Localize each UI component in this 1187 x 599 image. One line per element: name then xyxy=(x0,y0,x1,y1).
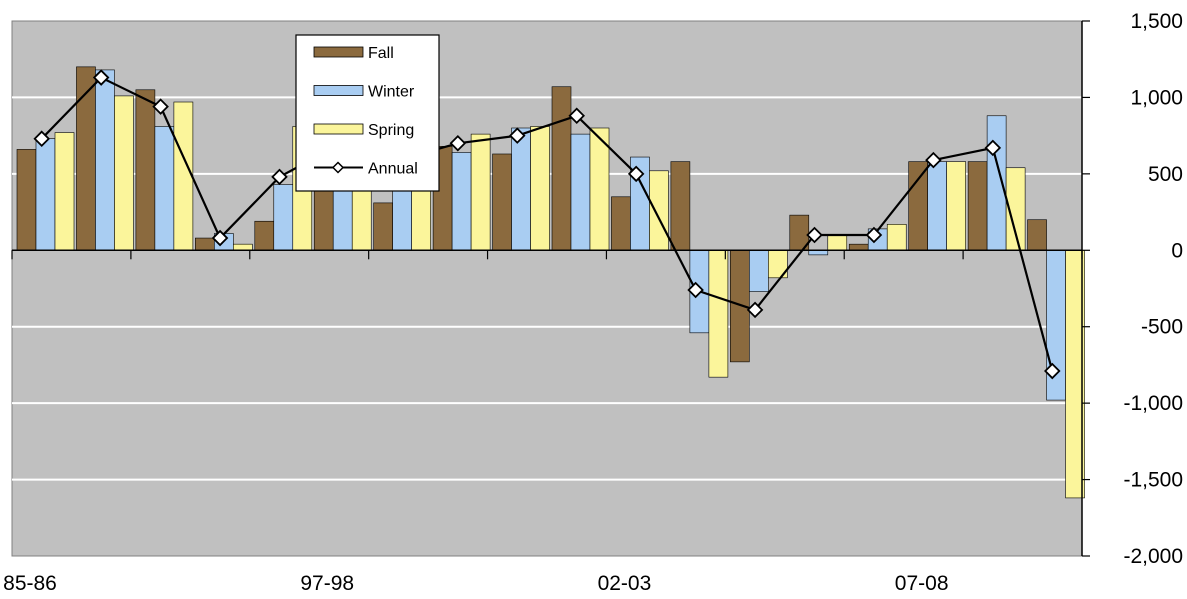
annual-line-path xyxy=(40,76,1054,372)
annual-point xyxy=(449,135,467,152)
bar-winter xyxy=(927,161,947,251)
bar-fall xyxy=(967,161,988,251)
y-tick-label: -2,000 xyxy=(1123,545,1183,568)
bar-fall xyxy=(135,89,156,251)
bar-spring xyxy=(470,133,491,251)
y-axis: -2,000 -1,500 -1,000 -500 0 500 1,000 1,500 xyxy=(1081,10,1183,568)
annual-point xyxy=(806,226,823,244)
y-tick-label: -1,500 xyxy=(1123,469,1183,492)
x-tick-label: 97-98 xyxy=(300,572,354,595)
legend-label-fall: Fall xyxy=(368,45,394,62)
x-tick-label: 85-86 xyxy=(3,572,57,595)
annual-point xyxy=(568,107,585,125)
bar-fall xyxy=(16,149,37,251)
bar-winter xyxy=(570,133,591,251)
annual-point xyxy=(92,69,110,86)
bar-winter xyxy=(451,152,472,251)
bar-winter xyxy=(511,127,531,251)
bar-spring xyxy=(233,243,253,251)
annual-point xyxy=(271,168,288,186)
bar-spring xyxy=(173,101,194,251)
bar-spring xyxy=(827,234,848,251)
annual-point xyxy=(509,127,526,144)
y-tick-label: 1,500 xyxy=(1130,10,1183,33)
annual-point xyxy=(152,98,169,115)
bar-fall xyxy=(195,237,215,251)
bar-winter xyxy=(749,249,769,292)
y-tick-label: 0 xyxy=(1171,239,1183,262)
annual-point xyxy=(687,281,704,299)
x-axis-tick-labels: 85-86 97-98 02-03 07-08 xyxy=(3,572,948,595)
annual-point xyxy=(925,151,942,169)
bar-fall xyxy=(611,196,631,251)
x-axis xyxy=(11,249,1083,260)
bar-spring xyxy=(708,249,729,378)
bar-fall xyxy=(254,220,275,251)
bar-fall xyxy=(551,86,572,251)
bar-spring xyxy=(886,224,907,251)
legend-swatch-spring xyxy=(313,123,364,135)
bar-fall xyxy=(908,161,928,251)
bar-winter xyxy=(95,69,115,251)
bar-fall xyxy=(848,243,869,251)
bar-spring xyxy=(649,170,669,251)
plot-area xyxy=(11,20,1083,557)
annual-point xyxy=(211,229,229,247)
annual-point xyxy=(627,165,645,183)
annual-line-series xyxy=(33,69,1061,380)
bar-fall xyxy=(670,161,691,251)
bar-spring xyxy=(530,126,550,251)
y-tick-label: 1,000 xyxy=(1130,86,1183,109)
legend-box xyxy=(295,34,440,192)
bar-winter xyxy=(273,184,294,251)
x-tick-label: 07-08 xyxy=(895,572,949,595)
y-tick-label: 500 xyxy=(1148,163,1183,186)
bar-spring xyxy=(589,127,610,251)
x-tick-label: 02-03 xyxy=(598,572,652,595)
legend-swatch-winter xyxy=(313,85,364,96)
legend-swatch-fall xyxy=(313,46,364,58)
annual-point xyxy=(33,130,50,147)
annual-point xyxy=(746,301,764,319)
annual-point xyxy=(984,139,1002,157)
y-tick-label: -500 xyxy=(1141,316,1183,339)
bar-winter xyxy=(1046,249,1066,401)
legend-label-spring: Spring xyxy=(368,122,414,139)
bar-fall xyxy=(373,202,393,251)
legend-label-annual: Annual xyxy=(368,161,418,178)
annual-point xyxy=(1044,362,1061,380)
bar-spring xyxy=(54,132,75,251)
legend: Fall Winter Spring Annual xyxy=(295,34,440,192)
bar-winter xyxy=(35,138,56,251)
annual-point xyxy=(865,226,883,244)
bar-winter xyxy=(154,126,175,251)
legend-label-winter: Winter xyxy=(368,84,415,101)
y-tick-label: -1,000 xyxy=(1123,392,1183,415)
bar-spring xyxy=(946,161,966,251)
bar-fall xyxy=(492,153,512,251)
legend-marker xyxy=(331,161,345,174)
bar-fall xyxy=(1027,219,1047,251)
bar-spring xyxy=(114,95,134,251)
